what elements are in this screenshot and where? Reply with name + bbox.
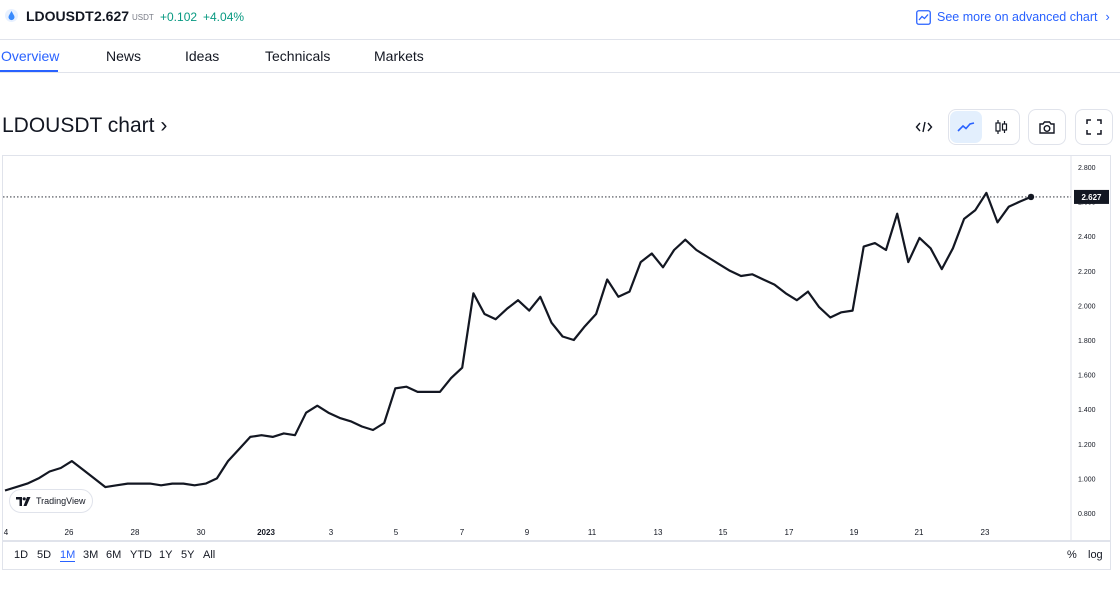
range-1m[interactable]: 1M: [60, 549, 76, 562]
x-tick-label: 26: [65, 528, 74, 537]
candles-icon: [995, 120, 1008, 134]
last-price-point: [1027, 193, 1035, 201]
advanced-chart-label: See more on advanced chart: [937, 10, 1098, 24]
snapshot-frame: [1028, 109, 1066, 145]
price-change-percent: +4.04%: [203, 10, 245, 24]
snapshot-button[interactable]: [1030, 111, 1064, 143]
x-tick-label: 23: [981, 528, 990, 537]
last-price-label-box: [1074, 189, 1109, 204]
x-tick-label: 4: [4, 528, 9, 537]
range-3m[interactable]: 3M: [83, 549, 99, 561]
y-tick-label: 1.800: [1078, 338, 1096, 345]
x-tick-label: 30: [197, 528, 206, 537]
chart-style-toggle: [948, 109, 1020, 145]
log-scale-toggle[interactable]: log: [1088, 549, 1103, 561]
tab-markets[interactable]: Markets: [374, 48, 424, 64]
price-change: +0.102: [160, 10, 198, 24]
range-5y[interactable]: 5Y: [181, 549, 195, 561]
y-tick-label: 2.000: [1078, 303, 1096, 310]
range-ytd[interactable]: YTD: [130, 549, 152, 561]
x-tick-label: 7: [460, 528, 465, 537]
active-tab-indicator: [0, 70, 58, 72]
price-chart[interactable]: 2.8002.6002.4002.2002.0001.8001.6001.400…: [2, 155, 1111, 570]
chart-plot-area[interactable]: 2.8002.6002.4002.2002.0001.8001.6001.400…: [3, 156, 1110, 541]
fullscreen-frame: [1075, 109, 1113, 145]
y-tick-label: 1.000: [1078, 476, 1096, 483]
tab-technicals[interactable]: Technicals: [265, 48, 331, 64]
price-series-line: [4, 191, 1032, 492]
y-tick-label: 1.200: [1078, 442, 1096, 449]
lido-logo-icon: [5, 9, 18, 22]
y-tick-label: 0.800: [1078, 511, 1096, 518]
fullscreen-button[interactable]: [1077, 111, 1111, 143]
x-tick-label: 21: [915, 528, 924, 537]
tab-ideas[interactable]: Ideas: [185, 48, 220, 64]
x-tick-label: 3: [329, 528, 334, 537]
y-tick-label: 2.200: [1078, 269, 1096, 276]
embed-code-button[interactable]: [907, 110, 941, 144]
y-tick-label: 2.400: [1078, 234, 1096, 241]
x-tick-label: 2023: [257, 528, 275, 537]
y-tick-label: 2.800: [1078, 165, 1096, 172]
tradingview-logo-icon: [16, 496, 31, 506]
x-tick-label: 28: [131, 528, 140, 537]
range-5d[interactable]: 5D: [37, 549, 52, 561]
camera-icon: [1039, 120, 1055, 134]
range-1d[interactable]: 1D: [14, 549, 29, 561]
chevron-right-icon: ›: [1105, 10, 1110, 24]
embed-code-icon: [915, 121, 933, 133]
tab-overview[interactable]: Overview: [1, 48, 60, 64]
symbol-header: LDOUSDT 2.627 USDT +0.102 +4.04% See mor…: [0, 0, 1120, 40]
y-tick-label: 1.400: [1078, 407, 1096, 414]
line-chart-icon: [957, 122, 975, 132]
range-selector: 1D 5D 1M 3M 6M YTD 1Y 5Y All % log: [2, 541, 1111, 570]
x-tick-label: 15: [719, 528, 728, 537]
advanced-chart-icon: [916, 9, 931, 25]
tab-news[interactable]: News: [106, 48, 142, 64]
candles-button[interactable]: [985, 111, 1017, 143]
x-tick-label: 5: [394, 528, 399, 537]
x-tick-label: 9: [525, 528, 530, 537]
fullscreen-icon: [1086, 119, 1102, 135]
chart-title[interactable]: LDOUSDT chart ›: [2, 114, 168, 137]
x-tick-label: 13: [654, 528, 663, 537]
tradingview-badge[interactable]: TradingView: [9, 489, 93, 513]
x-tick-label: 17: [785, 528, 794, 537]
section-tabs: Overview News Ideas Technicals Markets: [0, 40, 1120, 73]
price-currency: USDT: [132, 13, 154, 22]
x-tick-label: 19: [850, 528, 859, 537]
y-tick-label: 1.600: [1078, 373, 1096, 380]
symbol-name: LDOUSDT: [26, 8, 94, 24]
advanced-chart-link[interactable]: See more on advanced chart ›: [916, 8, 1110, 26]
percent-scale-toggle[interactable]: %: [1067, 549, 1077, 561]
range-6m[interactable]: 6M: [106, 549, 122, 561]
line-chart-button[interactable]: [950, 111, 982, 143]
x-tick-label: 11: [588, 528, 597, 537]
last-price-label: 2.627: [1081, 193, 1102, 202]
range-all[interactable]: All: [203, 549, 216, 561]
last-price: 2.627: [94, 8, 130, 24]
range-1y[interactable]: 1Y: [159, 549, 173, 561]
tradingview-label: TradingView: [36, 496, 86, 506]
